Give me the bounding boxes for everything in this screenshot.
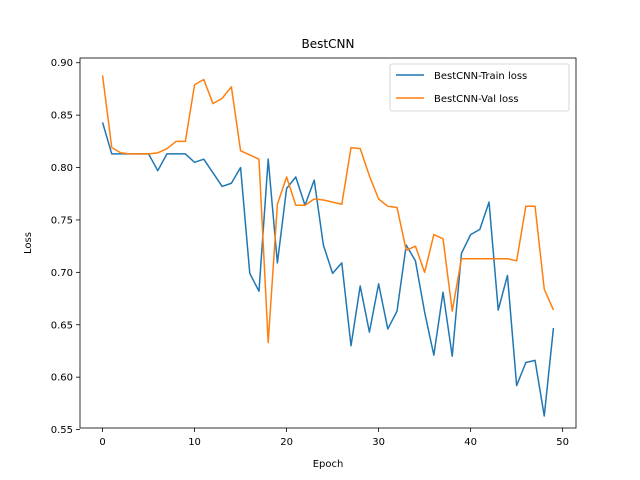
x-tick-label: 20 bbox=[280, 437, 293, 448]
series-line-train-loss bbox=[101, 122, 555, 417]
y-tick-label: 0.60 bbox=[51, 373, 73, 384]
series-line-val-loss bbox=[101, 75, 555, 344]
y-tick-label: 0.85 bbox=[51, 111, 73, 122]
plot-area-frame bbox=[79, 57, 577, 429]
x-tick-label: 50 bbox=[556, 437, 569, 448]
x-tick-label: 30 bbox=[372, 437, 385, 448]
plot-lines bbox=[101, 75, 555, 417]
legend-label-train: BestCNN-Train loss bbox=[434, 71, 527, 82]
y-tick-label: 0.90 bbox=[51, 58, 73, 69]
y-axis-label: Loss bbox=[23, 232, 34, 254]
legend-box bbox=[389, 63, 570, 112]
chart-title: BestCNN bbox=[302, 37, 355, 51]
y-tick-label: 0.80 bbox=[51, 163, 73, 174]
axis-ticks: 0 10 20 30 40 50 0.55 0.60 0.65 0.70 0.75 0.80 0.85 0… bbox=[51, 58, 569, 448]
legend: BestCNN-Train loss BestCNN-Val loss bbox=[389, 63, 570, 112]
y-tick-label: 0.65 bbox=[51, 320, 73, 331]
x-tick-label: 0 bbox=[99, 437, 105, 448]
x-tick-label: 40 bbox=[464, 437, 477, 448]
x-axis-label: Epoch bbox=[313, 459, 344, 470]
y-tick-label: 0.70 bbox=[51, 268, 73, 279]
y-tick-label: 0.55 bbox=[51, 425, 73, 436]
legend-label-val: BestCNN-Val loss bbox=[434, 94, 519, 105]
x-tick-label: 10 bbox=[188, 437, 201, 448]
y-tick-label: 0.75 bbox=[51, 215, 73, 226]
